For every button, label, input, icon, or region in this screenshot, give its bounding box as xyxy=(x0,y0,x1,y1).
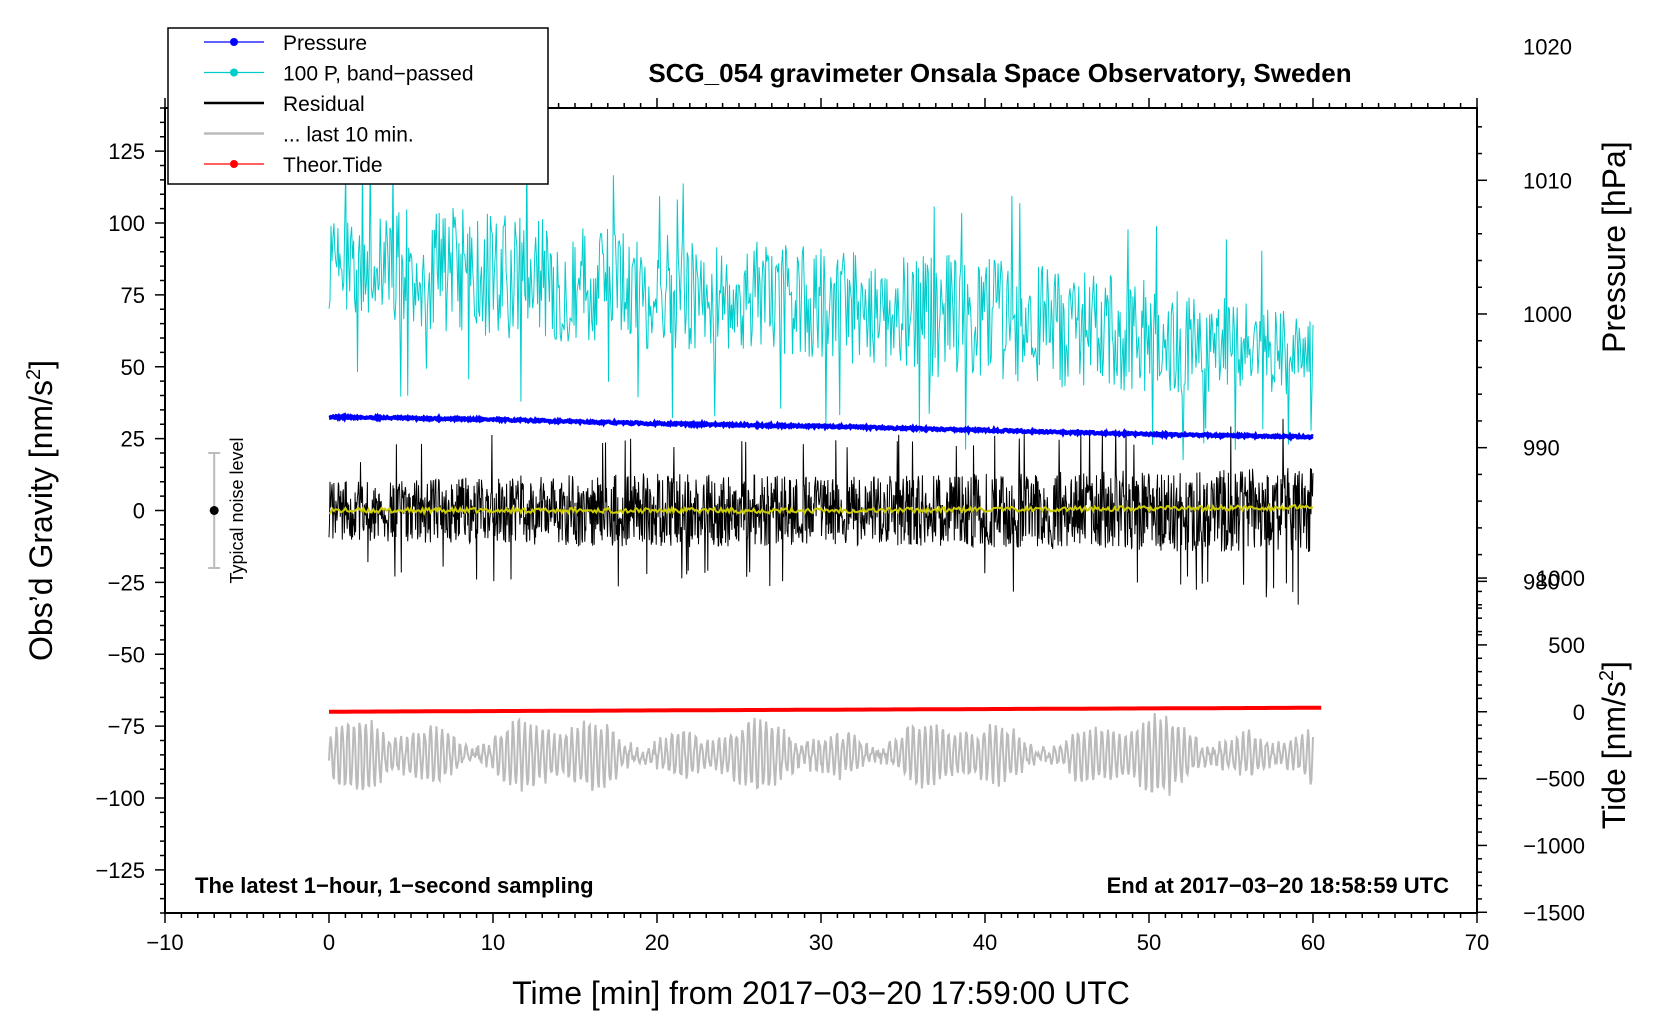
last-10-min-line xyxy=(328,712,1314,796)
pressure-tick-label: 1000 xyxy=(1523,302,1572,327)
y-left-tick-label: 75 xyxy=(121,283,145,308)
y-axis-tide-title: Tide [nm/s2] xyxy=(1596,661,1632,829)
pressure-tick-label: 990 xyxy=(1523,436,1560,461)
y-axis-pressure-title: Pressure [hPa] xyxy=(1596,141,1632,353)
legend-box xyxy=(167,27,549,185)
note-sampling: The latest 1−hour, 1−second sampling xyxy=(195,873,594,898)
tide-tick-label: 0 xyxy=(1573,700,1585,725)
legend-label: Residual xyxy=(283,93,365,116)
y-left-title-main: Obs’d Gravity [nm/s xyxy=(23,380,59,661)
tide-title-sup: 2 xyxy=(1596,670,1618,681)
y-left-title-end: ] xyxy=(23,360,59,369)
legend-label: Theor.Tide xyxy=(283,154,383,177)
x-tick-label: 30 xyxy=(809,930,833,955)
pressure-tick-label: 1010 xyxy=(1523,168,1572,193)
y-left-tick-label: 125 xyxy=(108,139,145,164)
x-tick-label: 20 xyxy=(645,930,669,955)
y-axis-left-title: Obs’d Gravity [nm/s2] xyxy=(23,360,59,661)
y-left-tick-label: 100 xyxy=(108,211,145,236)
theoretical-tide-line xyxy=(328,705,1322,714)
x-tick-label: 60 xyxy=(1301,930,1325,955)
y-left-tick-label: −75 xyxy=(108,714,145,739)
x-tick-label: 50 xyxy=(1137,930,1161,955)
y-left-tick-label: 25 xyxy=(121,427,145,452)
legend-label: ... last 10 min. xyxy=(283,124,414,147)
x-axis-title: Time [min] from 2017−03−20 17:59:00 UTC xyxy=(512,975,1130,1011)
x-tick-label: 40 xyxy=(973,930,997,955)
note-end-time: End at 2017−03−20 18:58:59 UTC xyxy=(1107,873,1450,898)
legend-marker xyxy=(230,68,238,77)
legend-label: Pressure xyxy=(283,32,367,55)
x-tick-label: 10 xyxy=(481,930,505,955)
tide-title-end: ] xyxy=(1596,661,1632,670)
pressure-line xyxy=(328,412,1314,442)
tide-tick-label: −500 xyxy=(1535,767,1585,792)
legend-marker xyxy=(230,160,238,168)
x-tick-label: 70 xyxy=(1465,930,1489,955)
chart-title: SCG_054 gravimeter Onsala Space Observat… xyxy=(648,58,1351,88)
legend-marker xyxy=(230,38,238,46)
tide-tick-label: −1500 xyxy=(1523,900,1585,925)
tide-tick-label: 500 xyxy=(1548,633,1585,658)
tide-tick-label: −1000 xyxy=(1523,833,1585,858)
y-left-tick-label: −50 xyxy=(108,642,145,667)
y-left-tick-label: −25 xyxy=(108,570,145,595)
noise-label: Typical noise level xyxy=(227,437,247,583)
y-left-tick-label: 0 xyxy=(133,499,145,524)
tide-title-main: Tide [nm/s xyxy=(1596,681,1632,829)
pressure-tick-label: 980 xyxy=(1523,569,1560,594)
legend-label: 100 P, band−passed xyxy=(283,63,474,86)
tide-tick-label: 1000 xyxy=(1536,566,1585,591)
bandpassed-pressure-line xyxy=(328,149,1314,461)
y-left-title-sup: 2 xyxy=(23,369,45,380)
residual-line xyxy=(328,418,1314,605)
y-left-tick-label: −100 xyxy=(95,786,145,811)
x-tick-label: 0 xyxy=(323,930,335,955)
pressure-tick-label: 1020 xyxy=(1523,35,1572,60)
x-tick-label: −10 xyxy=(146,930,183,955)
noise-bar-center xyxy=(209,506,219,515)
y-left-tick-label: 50 xyxy=(121,355,145,380)
y-left-tick-label: −125 xyxy=(95,858,145,883)
residual-smoothed-line xyxy=(328,502,1314,517)
